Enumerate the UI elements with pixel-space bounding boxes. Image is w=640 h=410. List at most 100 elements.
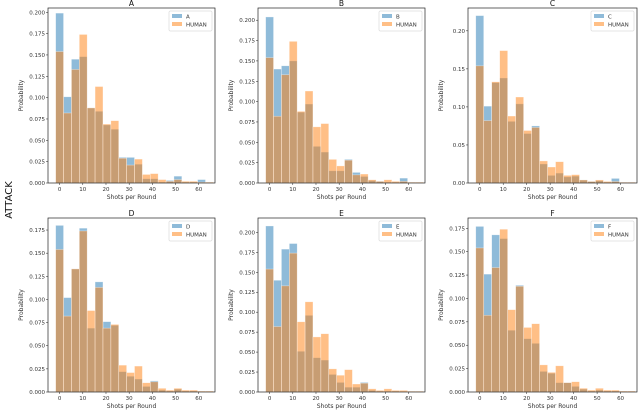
x-tick-label: 0: [268, 187, 272, 193]
bar-human: [289, 252, 298, 393]
y-tick-label: 0.10: [453, 105, 466, 111]
bar-human: [312, 336, 322, 393]
panel-title: B: [339, 0, 344, 8]
bar-human: [328, 368, 337, 393]
x-tick-label: 50: [382, 396, 389, 402]
axes-frame: [257, 7, 426, 184]
legend-label: B: [396, 15, 400, 21]
bar-human: [483, 120, 493, 184]
y-tick-label: 0.175: [29, 228, 45, 234]
x-tick-label: 30: [336, 187, 343, 193]
x-tick-label: 60: [405, 187, 412, 193]
bar-human: [79, 230, 88, 393]
bar-human: [336, 165, 345, 184]
bar-human: [71, 69, 80, 184]
bar-human: [312, 126, 322, 184]
x-axis-label: Shots per Round: [317, 403, 367, 410]
x-axis-label: Shots per Round: [528, 194, 578, 201]
row-label: ATTACK: [4, 181, 15, 219]
x-tick-label: 0: [478, 396, 482, 402]
bar-human: [531, 323, 540, 393]
bar-human: [507, 309, 516, 393]
bar-human: [539, 160, 548, 184]
x-axis-label: Shots per Round: [317, 194, 367, 201]
bar-human: [149, 381, 159, 393]
panel-title: E: [339, 209, 344, 218]
y-tick-label: 0.075: [29, 117, 45, 123]
x-tick-label: 40: [149, 187, 156, 193]
bar-human: [304, 301, 314, 393]
y-axis-label: Probability: [228, 289, 235, 321]
bar-human: [273, 115, 282, 184]
bar-human: [523, 130, 532, 184]
bar-human: [383, 388, 393, 393]
bar-human: [63, 112, 72, 184]
legend-label: F: [608, 225, 611, 231]
bar-human: [531, 127, 540, 184]
y-tick-label: 0.025: [239, 370, 255, 376]
x-tick-label: 20: [523, 396, 530, 402]
bar-human: [79, 34, 88, 184]
legend: C HUMAN: [590, 10, 635, 32]
y-tick-label: 0.050: [239, 140, 255, 146]
legend-label: HUMAN: [186, 23, 207, 29]
y-axis-label: Probability: [438, 289, 445, 321]
legend: D HUMAN: [168, 220, 213, 242]
axes-frame: [467, 217, 638, 393]
legend-swatch-agent: [594, 14, 604, 18]
bar-human: [571, 381, 580, 393]
panel-E: 0.000 0.025 0.050 0.075 0.100 0.125 0.150 0.175…: [228, 209, 426, 410]
bar-human: [344, 369, 353, 393]
x-tick-label: 40: [570, 187, 577, 193]
x-tick-label: 30: [547, 396, 554, 402]
bar-human: [149, 173, 159, 184]
bar-human: [483, 314, 493, 393]
panel-C: 0.00 0.05 0.10 0.15 0.20 0 10 20 30 40 50 60 C Shots …: [438, 0, 638, 201]
panel-F: 0.000 0.025 0.050 0.075 0.100 0.125 0.150 0.175…: [438, 209, 638, 410]
panel-title: F: [550, 209, 554, 218]
x-tick-label: 0: [58, 187, 62, 193]
x-tick-label: 40: [359, 396, 366, 402]
y-tick-label: 0.025: [449, 367, 465, 373]
x-tick-label: 20: [312, 187, 319, 193]
bar-human: [118, 364, 127, 393]
y-tick-label: 0.00: [453, 181, 466, 187]
legend-label: HUMAN: [396, 23, 417, 29]
x-tick-label: 30: [547, 187, 554, 193]
y-tick-label: 0.075: [29, 321, 45, 327]
legend-label: E: [396, 225, 400, 231]
panel-D: 0.000 0.025 0.050 0.075 0.100 0.125 0.150 0.175…: [18, 209, 216, 410]
x-tick-label: 50: [172, 187, 179, 193]
bar-human: [296, 111, 306, 184]
bar-human: [320, 123, 330, 184]
x-tick-label: 0: [58, 396, 62, 402]
y-axis-label: Probability: [18, 79, 25, 111]
axes-frame: [47, 7, 216, 184]
legend: A HUMAN: [168, 10, 213, 32]
legend-swatch-agent: [594, 224, 604, 228]
y-tick-label: 0.000: [239, 181, 255, 187]
x-tick-label: 60: [617, 396, 624, 402]
bar-human: [110, 324, 120, 393]
bar-human: [110, 120, 120, 184]
x-tick-label: 20: [102, 396, 109, 402]
bar-human: [563, 382, 572, 393]
bar-human: [499, 228, 508, 393]
legend-swatch-agent: [172, 224, 182, 228]
y-tick-label: 0.000: [29, 390, 45, 396]
y-tick-label: 0.200: [29, 10, 45, 16]
x-tick-label: 60: [195, 396, 202, 402]
bar-human: [71, 268, 80, 393]
bar-human: [102, 123, 112, 184]
bar-human: [515, 285, 524, 393]
y-tick-label: 0.175: [29, 32, 45, 38]
bar-human: [55, 51, 64, 184]
y-tick-label: 0.100: [29, 96, 45, 102]
bar-human: [359, 382, 369, 393]
bar-human: [126, 164, 135, 184]
bar-human: [304, 90, 314, 184]
legend: B HUMAN: [378, 10, 423, 32]
bar-human: [491, 267, 500, 393]
bar-human: [563, 175, 572, 184]
y-tick-label: 0.125: [449, 273, 465, 279]
